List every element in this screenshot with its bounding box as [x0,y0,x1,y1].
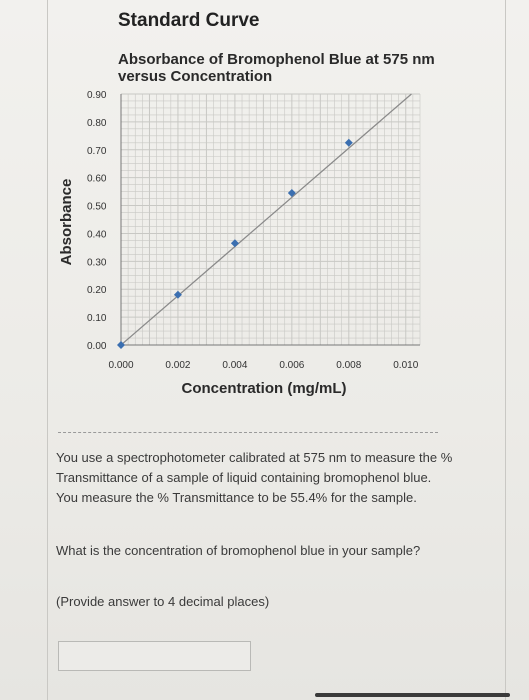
data-point [287,189,296,198]
data-points [117,138,353,349]
y-tick-label: 0.40 [87,229,107,240]
y-tick-label: 0.10 [87,313,107,324]
x-tick-label: 0.004 [222,360,247,371]
y-tick-label: 0.20 [87,285,107,296]
chart-title: Standard Curve [118,10,260,31]
y-tick-label: 0.80 [87,118,107,129]
chart-grid [120,93,421,346]
chart-axes [120,94,420,346]
section-divider [58,432,438,433]
y-tick-label: 0.70 [87,146,107,157]
x-tick-label: 0.010 [393,360,418,371]
left-margin-line [47,0,48,700]
bottom-scroll-bar[interactable] [315,693,510,697]
trendline [120,93,412,346]
y-axis-label: Absorbance [58,179,75,266]
x-tick-label: 0.008 [336,360,361,371]
y-tick-label: 0.60 [87,174,107,185]
x-tick-label: 0.006 [279,360,304,371]
x-tick-labels: 0.000 0.002 0.004 0.006 0.008 0.010 [108,360,418,371]
standard-curve-chart: 0.00 0.10 0.20 0.30 0.40 0.50 0.60 0.70 0.80 0.90… [58,90,421,397]
y-tick-label: 0.90 [87,90,107,101]
chart-subtitle: Absorbance of Bromophenol Blue at 575 nm… [118,51,435,85]
answer-input[interactable] [58,641,251,671]
question-paragraph-2: What is the concentration of bromophenol… [56,543,421,558]
data-point [117,341,125,349]
x-tick-label: 0.002 [165,360,190,371]
y-tick-label: 0.00 [87,341,107,352]
y-tick-label: 0.50 [87,202,107,213]
trendline-group [120,93,412,346]
x-axis-label: Concentration (mg/mL) [182,380,347,397]
data-point [230,239,239,248]
y-tick-labels: 0.00 0.10 0.20 0.30 0.40 0.50 0.60 0.70 0.80 0.90 [87,90,107,352]
data-point [173,290,182,299]
x-tick-label: 0.000 [108,360,133,371]
data-point [344,138,353,147]
right-margin-line [505,0,506,700]
y-tick-label: 0.30 [87,257,107,268]
question-paragraph-3: (Provide answer to 4 decimal places) [56,594,270,609]
question-paragraph-1: You use a spectrophotometer calibrated a… [56,450,453,505]
